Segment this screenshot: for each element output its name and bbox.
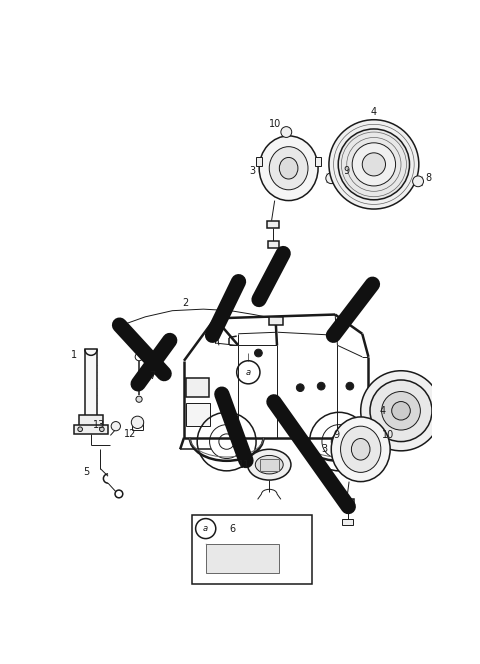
Circle shape [413,176,423,187]
Bar [365,403,371,430]
Text: 1: 1 [71,351,77,361]
Text: 9: 9 [343,165,349,175]
Circle shape [360,371,441,451]
Text: a: a [246,368,251,376]
Circle shape [132,416,144,428]
Bar [186,378,209,397]
Ellipse shape [269,147,308,190]
Text: 2: 2 [182,298,189,308]
Text: 12: 12 [123,429,136,439]
Bar [74,425,108,434]
Bar [260,459,278,471]
Circle shape [117,325,123,331]
Circle shape [317,382,325,390]
Text: 13: 13 [93,420,105,430]
Bar [192,515,312,584]
Circle shape [281,127,292,137]
Text: 6: 6 [229,524,235,534]
Ellipse shape [279,157,298,179]
Text: 3: 3 [249,165,255,175]
Circle shape [326,173,336,184]
Circle shape [111,422,120,431]
Bar [79,414,103,427]
Bar [342,519,353,525]
Bar [267,220,279,228]
Ellipse shape [248,450,291,480]
Circle shape [329,120,419,209]
Text: 5: 5 [83,467,89,477]
Text: 9: 9 [333,430,339,440]
Text: 4: 4 [371,107,377,117]
Circle shape [338,129,409,200]
Text: 10: 10 [382,430,394,440]
Text: 8: 8 [426,173,432,183]
Ellipse shape [259,136,318,201]
Circle shape [296,384,304,392]
Ellipse shape [331,417,390,481]
Bar [315,157,321,166]
Text: 4: 4 [379,406,385,416]
Circle shape [392,402,410,420]
Bar [268,242,279,248]
Circle shape [352,143,396,186]
Bar [341,499,354,507]
Text: 7: 7 [149,371,156,381]
Ellipse shape [340,426,381,472]
Bar [186,403,210,426]
Circle shape [382,392,420,430]
Circle shape [136,396,142,402]
Bar [256,157,262,166]
Circle shape [343,438,354,448]
Circle shape [362,153,385,176]
Circle shape [99,427,104,432]
Text: 11: 11 [238,459,250,469]
Circle shape [370,380,432,442]
Circle shape [346,382,354,390]
Ellipse shape [351,438,370,460]
Text: 10: 10 [269,120,282,129]
Circle shape [254,349,262,357]
Text: 3: 3 [321,444,327,454]
Bar [85,349,97,417]
Circle shape [369,435,379,446]
Bar [206,544,279,573]
Text: a: a [203,524,208,533]
Bar [269,317,283,325]
Ellipse shape [255,456,283,474]
Circle shape [78,427,83,432]
